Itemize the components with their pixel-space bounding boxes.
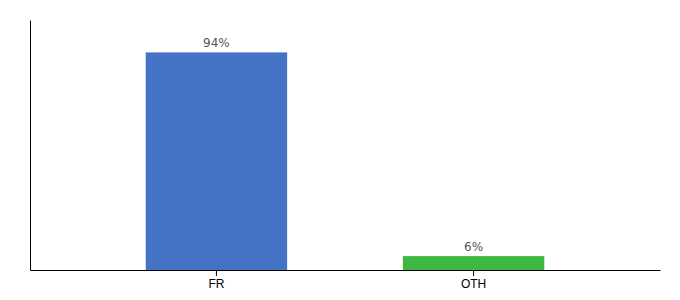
data-label: 6% xyxy=(464,240,483,254)
y-axis xyxy=(30,21,31,271)
y-axis-line xyxy=(30,21,31,271)
x-tick-label: OTH xyxy=(461,277,486,291)
data-labels: 94% 6% xyxy=(203,36,483,254)
bars xyxy=(146,52,545,270)
x-tick-mark xyxy=(216,270,217,276)
x-tick: OTH xyxy=(461,270,486,291)
data-label: 94% xyxy=(203,36,230,50)
x-tick-mark xyxy=(473,270,474,276)
plot: FR OTH 94% 6% xyxy=(31,21,661,291)
x-axis: FR OTH xyxy=(31,270,661,291)
bar xyxy=(146,52,287,270)
x-tick-label: FR xyxy=(208,277,224,291)
x-tick: FR xyxy=(208,270,224,291)
bar xyxy=(403,256,544,270)
x-axis-line xyxy=(31,270,661,271)
chart: FR OTH 94% 6% xyxy=(0,0,680,300)
